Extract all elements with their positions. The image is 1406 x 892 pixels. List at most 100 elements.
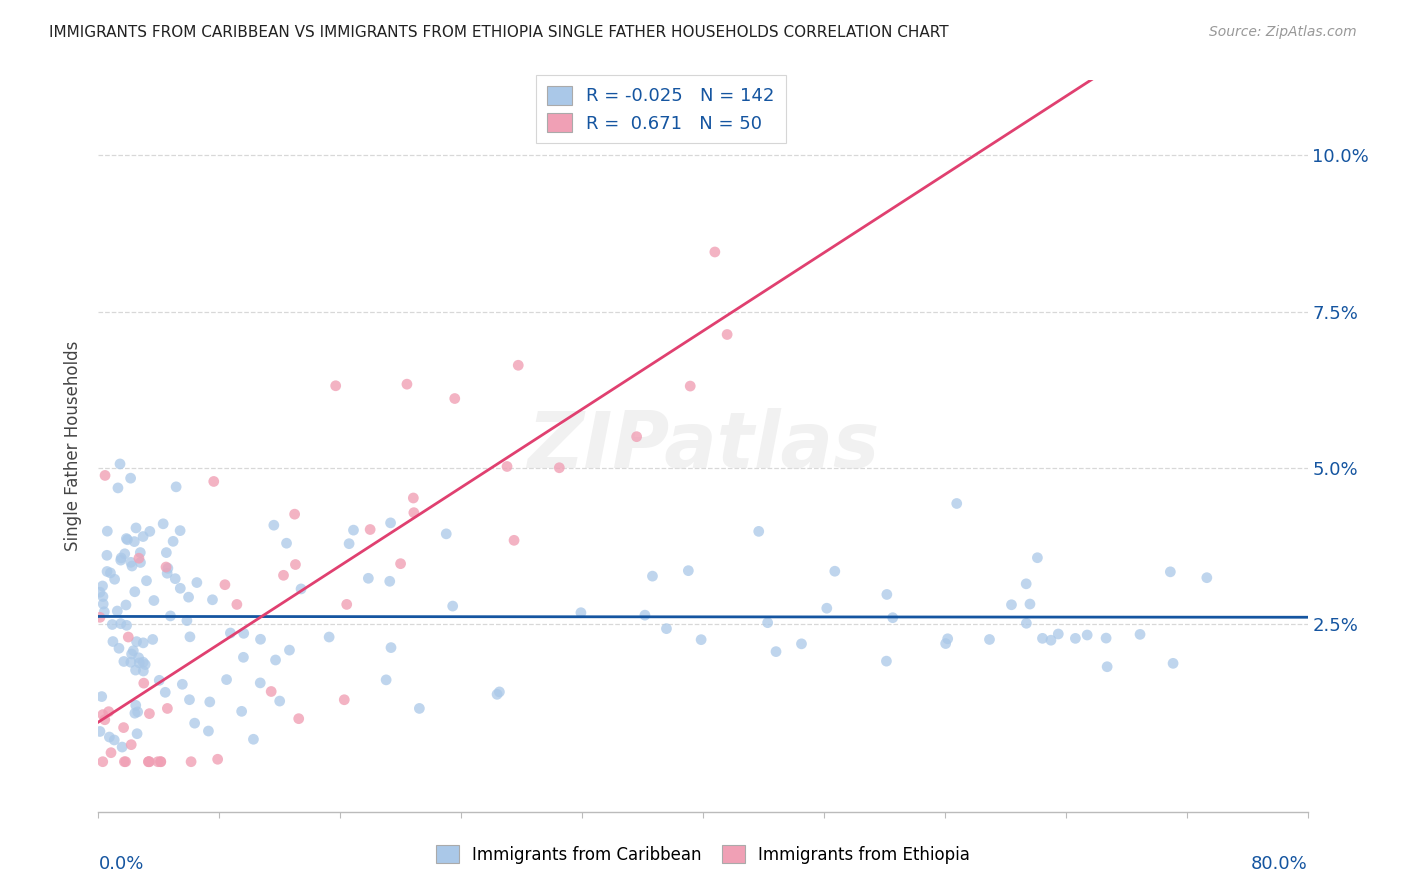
Point [155,546,177,560]
Point [91,755,114,769]
Point [138,706,160,721]
Point [108,457,131,471]
Point [96,524,118,538]
Point [128,551,150,566]
Point [276,536,298,550]
Point [1015,616,1038,631]
Point [408,701,430,715]
Point [180,755,202,769]
Point [815,601,838,615]
Point [1031,632,1053,646]
Point [284,507,307,521]
Point [152,516,174,531]
Point [402,506,425,520]
Point [198,695,221,709]
Point [162,534,184,549]
Point [284,558,307,572]
Point [318,630,340,644]
Legend: R = -0.025   N = 142, R =  0.671   N = 50: R = -0.025 N = 142, R = 0.671 N = 50 [536,75,786,144]
Point [434,526,457,541]
Point [183,716,205,731]
Point [121,559,143,574]
Point [402,491,425,505]
Point [112,755,135,769]
Point [97,705,120,719]
Point [716,327,738,342]
Point [98,730,121,744]
Point [96,565,118,579]
Point [1129,627,1152,641]
Point [1015,577,1038,591]
Point [125,727,148,741]
Point [756,615,779,630]
Point [122,643,145,657]
Point [169,524,191,538]
Point [548,460,571,475]
Point [333,692,356,706]
Point [1159,565,1181,579]
Point [117,630,139,644]
Point [945,496,967,510]
Point [117,533,139,547]
Point [443,392,465,406]
Point [132,655,155,669]
Point [165,572,187,586]
Point [232,626,254,640]
Point [100,566,122,580]
Point [748,524,770,539]
Point [105,604,128,618]
Point [169,582,191,596]
Point [138,755,160,769]
Point [1161,657,1184,671]
Point [100,746,122,760]
Point [186,575,208,590]
Point [91,597,114,611]
Point [108,641,131,656]
Point [979,632,1001,647]
Point [155,560,177,574]
Point [89,585,111,599]
Point [876,587,898,601]
Point [232,650,254,665]
Point [679,379,702,393]
Point [765,645,787,659]
Point [1195,571,1218,585]
Point [655,622,678,636]
Point [132,636,155,650]
Point [138,755,160,769]
Point [634,608,657,623]
Point [115,598,138,612]
Point [249,676,271,690]
Point [337,537,360,551]
Point [264,653,287,667]
Point [875,654,897,668]
Point [155,685,177,699]
Point [91,707,114,722]
Point [441,599,464,613]
Point [278,643,301,657]
Point [94,468,117,483]
Point [91,590,114,604]
Point [290,582,312,596]
Point [626,430,648,444]
Point [111,740,134,755]
Point [114,547,136,561]
Point [149,755,172,769]
Point [486,687,509,701]
Point [139,524,162,539]
Point [269,694,291,708]
Point [231,704,253,718]
Point [110,550,132,565]
Point [120,738,142,752]
Point [120,555,142,569]
Point [132,676,155,690]
Point [134,657,156,672]
Point [176,614,198,628]
Point [103,733,125,747]
Point [260,684,283,698]
Point [824,564,846,578]
Point [287,712,309,726]
Point [156,566,179,581]
Y-axis label: Single Father Households: Single Father Households [65,341,83,551]
Point [219,626,242,640]
